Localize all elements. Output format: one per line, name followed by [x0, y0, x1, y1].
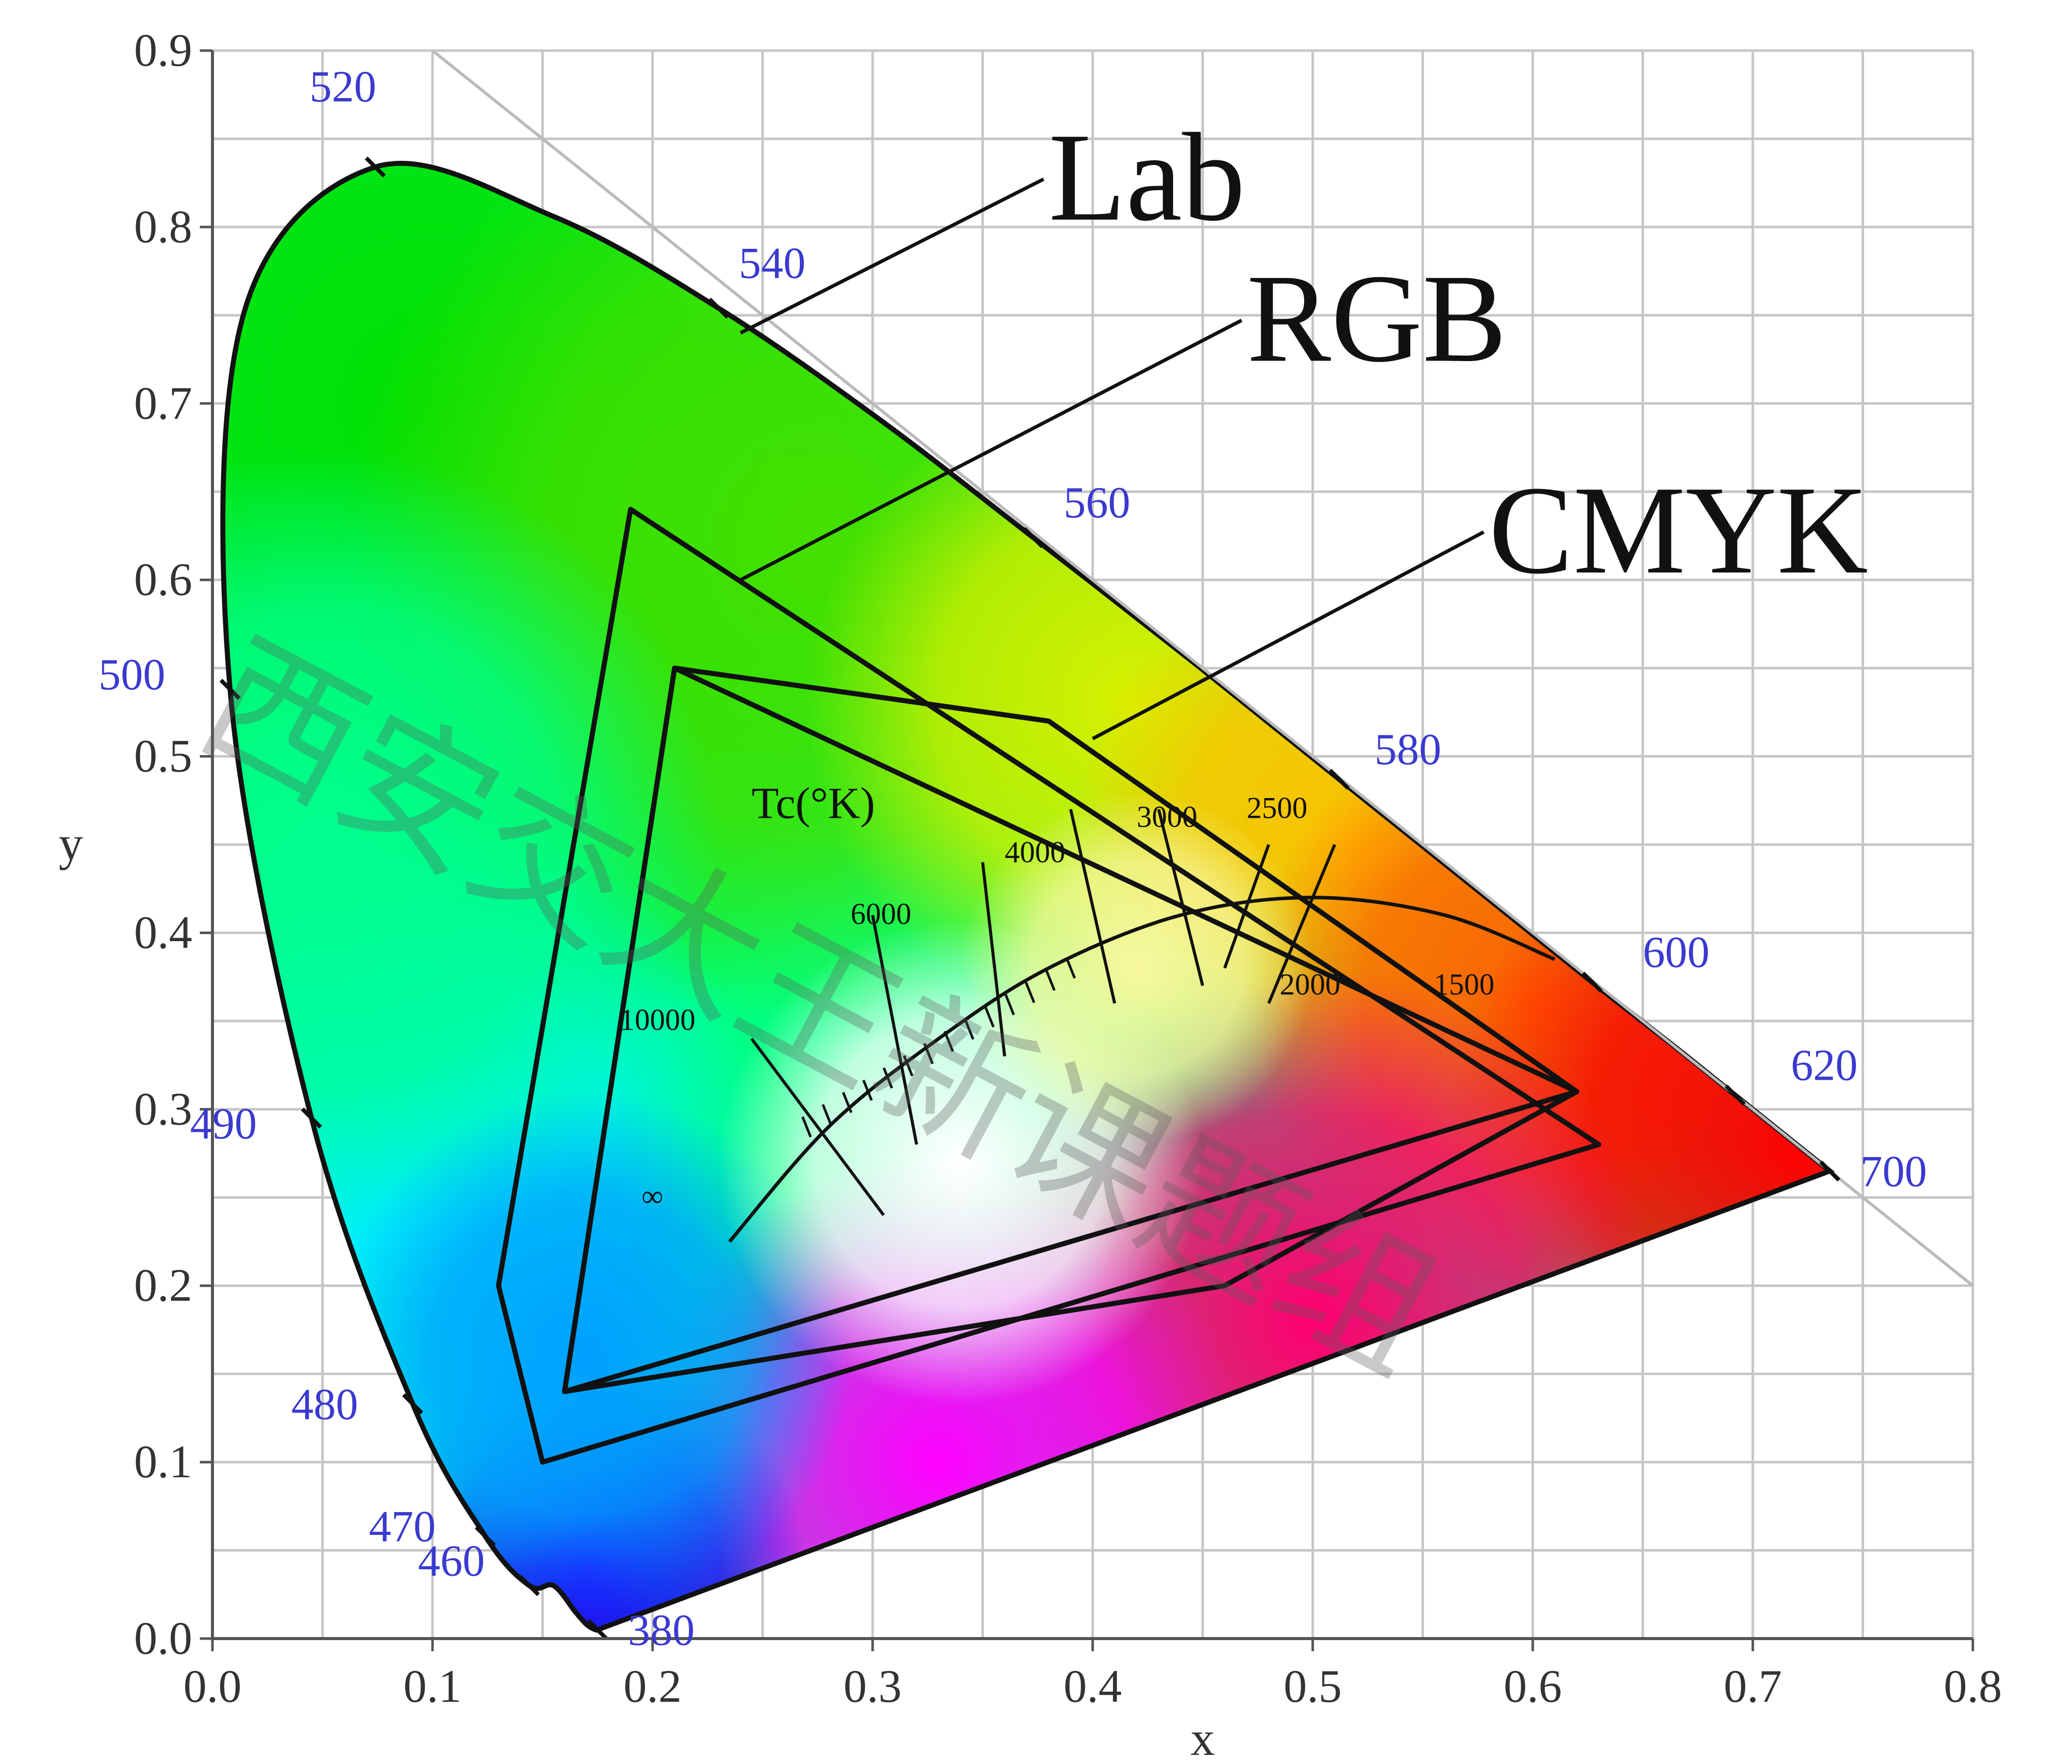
y-tick-label: 0.4 — [134, 906, 192, 958]
wavelength-label: 620 — [1791, 1041, 1858, 1090]
cct-label: 1500 — [1434, 968, 1494, 1001]
wavelength-tick — [587, 1619, 609, 1641]
cct-label: 6000 — [851, 897, 912, 931]
planck-minor-tick — [984, 1006, 995, 1028]
cct-isotherm — [1157, 809, 1204, 986]
wavelength-tick — [1581, 972, 1603, 993]
wavelength-tick — [1724, 1084, 1746, 1106]
y-tick-label: 0.0 — [134, 1612, 192, 1664]
planck-minor-tick — [943, 1031, 954, 1052]
wavelength-label: 500 — [99, 650, 165, 699]
cct-label: 4000 — [1005, 835, 1065, 869]
x-tick-label: 0.7 — [1724, 1660, 1782, 1712]
x-tick-label: 0.2 — [624, 1660, 682, 1712]
planck-minor-tick — [923, 1043, 934, 1065]
cct-label: 3000 — [1137, 800, 1197, 833]
y-tick-label: 0.8 — [134, 201, 192, 252]
wavelength-tick — [402, 1393, 423, 1415]
planck-minor-tick — [964, 1019, 975, 1040]
gamut-cmyk — [562, 666, 1579, 1394]
y-tick-label: 0.3 — [134, 1083, 192, 1134]
y-tick-label: 0.2 — [134, 1259, 192, 1311]
planck-minor-tick — [822, 1104, 832, 1125]
cct-isotherm — [871, 914, 918, 1145]
cct-isotherm — [1267, 844, 1336, 1004]
gamut-lab — [496, 507, 1602, 1465]
series-label-lab: Lab — [1049, 107, 1245, 247]
planck-minor-tick — [842, 1091, 853, 1113]
wavelength-ticks — [219, 156, 1841, 1641]
wavelength-tick — [708, 297, 729, 319]
planck-minor-tick — [801, 1116, 812, 1138]
diagonal-reference-line — [431, 49, 1974, 1287]
gamut-outlines — [496, 507, 1602, 1465]
series-label-cmyk: CMYK — [1489, 460, 1868, 600]
wavelength-label: 580 — [1374, 725, 1441, 774]
planck-minor-tick — [882, 1067, 893, 1089]
y-tick-label: 0.7 — [134, 377, 192, 429]
wavelength-label: 470 — [369, 1503, 436, 1552]
y-tick-label: 0.9 — [134, 24, 192, 76]
wavelength-label: 560 — [1064, 478, 1131, 527]
wavelength-tick — [365, 156, 386, 178]
wavelength-tick — [519, 1575, 540, 1597]
x-tick-label: 0.5 — [1284, 1660, 1342, 1712]
cct-isotherm — [1069, 809, 1116, 1004]
wavelength-label: 600 — [1643, 928, 1709, 977]
cct-isotherm — [750, 1037, 885, 1216]
cct-label: 2500 — [1247, 791, 1308, 825]
cct-label: 2000 — [1280, 968, 1341, 1001]
planck-minor-tick — [1065, 957, 1076, 979]
x-tick-label: 0.6 — [1504, 1660, 1562, 1712]
x-tick-label: 0.0 — [184, 1660, 242, 1712]
planckian-curve — [728, 896, 1556, 1243]
series-leader-line — [740, 319, 1243, 582]
wavelength-label: 480 — [291, 1380, 358, 1429]
x-axis-title: x — [1191, 1711, 1215, 1764]
wavelength-tick — [1328, 769, 1350, 790]
wavelength-tick — [1819, 1160, 1841, 1182]
planck-minor-tick — [1045, 969, 1056, 991]
cct-title: Tc(°K) — [752, 779, 875, 828]
wavelength-label: 520 — [310, 62, 376, 111]
wavelength-label: 380 — [628, 1606, 695, 1655]
wavelength-tick — [474, 1525, 496, 1547]
wavelength-label: 700 — [1860, 1147, 1927, 1196]
planck-minor-tick — [902, 1055, 914, 1077]
cct-isotherm — [981, 862, 1006, 1057]
x-tick-label: 0.1 — [404, 1660, 462, 1712]
wavelength-tick — [219, 679, 241, 700]
axes: 0.0 0.1 0.2 0.3 0.4 0.5 0.6 0.7 0.8 0.0 0.1 0.2 0.3 0… — [59, 24, 2002, 1764]
x-tick-label: 0.8 — [1944, 1660, 2002, 1712]
wavelength-label: 460 — [418, 1536, 485, 1585]
y-tick-label: 0.6 — [134, 554, 192, 605]
planck-minor-tick — [1024, 982, 1035, 1003]
y-tick-label: 0.5 — [134, 730, 192, 782]
planckian-locus — [728, 809, 1556, 1243]
planck-minor-tick — [862, 1079, 873, 1101]
wavelength-tick — [1022, 527, 1044, 548]
y-axis-title: y — [59, 816, 83, 870]
y-tick-label: 0.1 — [134, 1436, 192, 1487]
series-label-rgb: RGB — [1247, 248, 1507, 388]
cct-label: 10000 — [620, 1003, 696, 1036]
series-leader-line — [740, 178, 1045, 335]
wavelength-tick — [300, 1107, 322, 1129]
planck-minor-tick — [1004, 994, 1015, 1016]
cct-label: ∞ — [641, 1179, 663, 1213]
series-leader-line — [1092, 530, 1485, 740]
wavelength-label: 490 — [190, 1099, 257, 1149]
x-tick-label: 0.4 — [1064, 1660, 1122, 1712]
x-tick-label: 0.3 — [844, 1660, 902, 1712]
wavelength-label: 540 — [739, 239, 806, 288]
cct-isotherm — [1223, 844, 1270, 969]
